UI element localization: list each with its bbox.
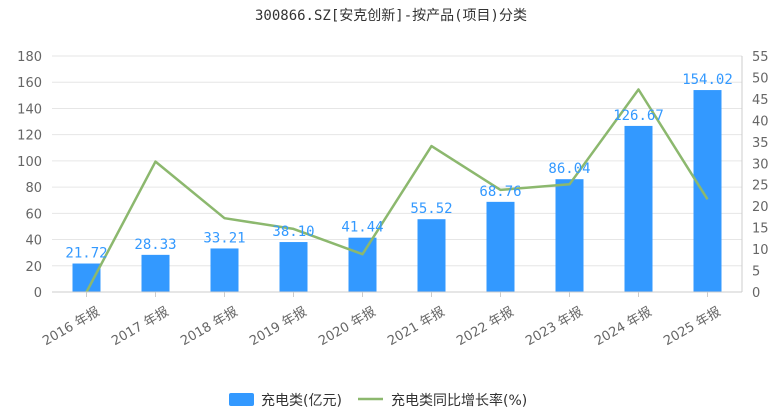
chart-title: 300866.SZ[安克创新]-按产品(项目)分类 [255, 8, 527, 24]
bar-value-label: 28.33 [134, 237, 176, 253]
bar [417, 219, 446, 292]
x-tick-label: 2022 年报 [454, 304, 516, 349]
y-left-tick-label: 160 [17, 76, 42, 91]
y-right-tick-label: 55 [752, 50, 769, 65]
legend-bar-swatch [229, 393, 254, 406]
y-right-tick-label: 10 [752, 243, 769, 258]
y-right-tick-label: 20 [752, 200, 769, 215]
bar [624, 125, 653, 292]
y-axis-right: 0 5 10 15 20 25 30 35 40 45 50 55 [741, 50, 769, 301]
x-tick-label: 2019 年报 [247, 304, 309, 349]
y-left-tick-label: 100 [17, 155, 42, 170]
x-tick-label: 2018 年报 [178, 304, 240, 349]
bar [555, 179, 584, 292]
bar [693, 90, 722, 292]
bar-value-label: 41.44 [341, 220, 383, 236]
y-right-tick-label: 30 [752, 157, 769, 172]
y-axis-left: 0 20 40 60 80 100 120 140 160 180 [17, 50, 42, 301]
y-left-tick-label: 60 [25, 207, 42, 222]
x-tick-label: 2024 年报 [592, 304, 654, 349]
y-right-tick-label: 45 [752, 93, 769, 108]
bar-value-label: 86.04 [548, 161, 590, 177]
bar [72, 263, 101, 292]
line-series [85, 88, 709, 293]
x-tick-label: 2025 年报 [661, 304, 723, 349]
y-right-tick-label: 40 [752, 114, 769, 129]
bar [279, 242, 308, 292]
x-tick-label: 2020 年报 [316, 304, 378, 349]
bar-value-label: 126.67 [613, 108, 664, 124]
y-left-tick-label: 20 [25, 260, 42, 275]
y-right-tick-label: 35 [752, 136, 769, 151]
data-labels: 21.72 28.33 33.21 38.10 41.44 55.52 68.76 86.04… [65, 72, 732, 261]
x-tick-label: 2021 年报 [385, 304, 447, 349]
x-tick-label: 2023 年报 [523, 304, 585, 349]
bar-value-label: 68.76 [479, 184, 521, 200]
bar [348, 237, 377, 292]
bar-value-label: 154.02 [682, 72, 733, 88]
x-tick-label: 2016 年报 [40, 304, 102, 349]
bar-value-label: 33.21 [203, 230, 245, 246]
bar-series [72, 90, 722, 292]
legend-line-label: 充电类同比增长率(%) [391, 392, 527, 409]
x-axis: 2016 年报 2017 年报 2018 年报 2019 年报 2020 年报 2021 … [40, 291, 742, 349]
y-left-tick-label: 180 [17, 50, 42, 65]
growth-line [85, 88, 709, 293]
bar [141, 254, 170, 292]
y-right-tick-label: 0 [752, 286, 760, 301]
bar [486, 201, 515, 292]
y-right-tick-label: 50 [752, 71, 769, 86]
x-tick-label: 2017 年报 [109, 304, 171, 349]
bar-value-label: 38.10 [272, 224, 314, 240]
bar [210, 248, 239, 292]
y-left-tick-label: 0 [34, 286, 42, 301]
legend[interactable]: 充电类(亿元) 充电类同比增长率(%) [229, 392, 527, 409]
bar-value-label: 55.52 [410, 201, 452, 217]
y-left-tick-label: 40 [25, 234, 42, 249]
y-left-tick-label: 120 [17, 129, 42, 144]
y-left-tick-label: 80 [25, 181, 42, 196]
y-right-tick-label: 15 [752, 222, 769, 237]
y-right-tick-label: 5 [752, 265, 760, 280]
bar-value-label: 21.72 [65, 246, 107, 262]
legend-bar-label: 充电类(亿元) [261, 393, 342, 409]
y-right-tick-label: 25 [752, 179, 769, 194]
y-left-tick-label: 140 [17, 102, 42, 117]
